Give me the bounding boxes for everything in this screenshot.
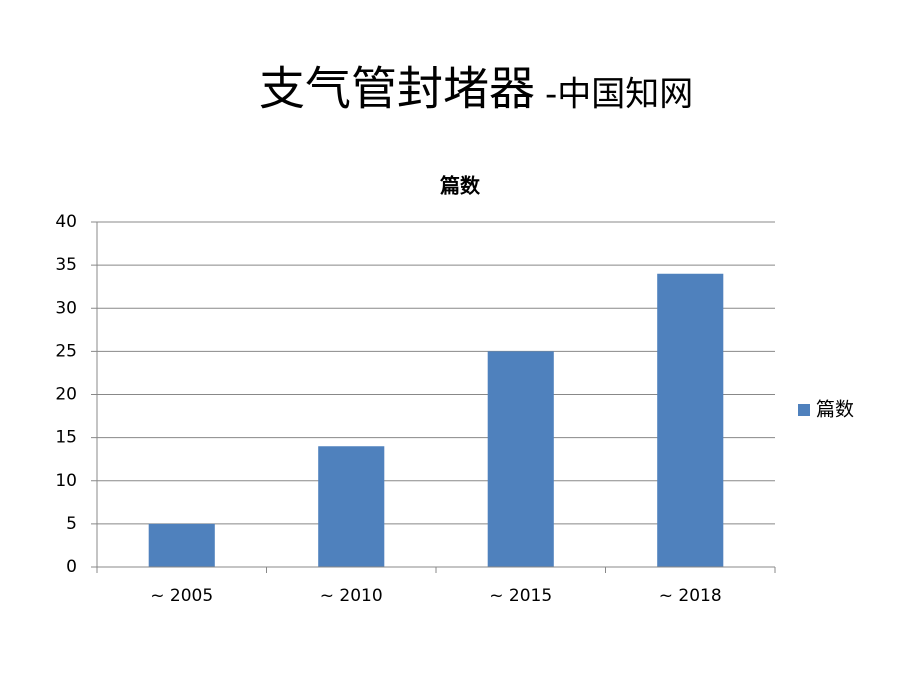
y-tick-label: 10 [55,471,77,491]
y-tick-label: 25 [55,341,77,361]
bar [318,446,385,567]
bar [487,351,554,567]
x-tick-label: ~ 2005 [150,586,213,606]
x-tick-label: ~ 2010 [320,586,383,606]
y-tick-label: 30 [55,298,77,318]
y-tick-label: 35 [55,255,77,275]
legend-label: 篇数 [816,399,854,421]
legend-swatch [798,404,810,416]
slide-title: 支气管封堵器 [259,62,535,116]
y-tick-label: 20 [55,385,77,405]
y-tick-label: 40 [55,212,77,232]
x-tick-label: ~ 2018 [659,586,722,606]
bar [657,273,724,567]
y-tick-label: 5 [66,514,77,534]
y-tick-label: 0 [66,557,77,577]
chart-title: 篇数 [439,174,481,198]
y-tick-label: 15 [55,428,77,448]
slide-source: -中国知网 [545,75,693,115]
x-tick-label: ~ 2015 [489,586,552,606]
bar [148,523,215,567]
